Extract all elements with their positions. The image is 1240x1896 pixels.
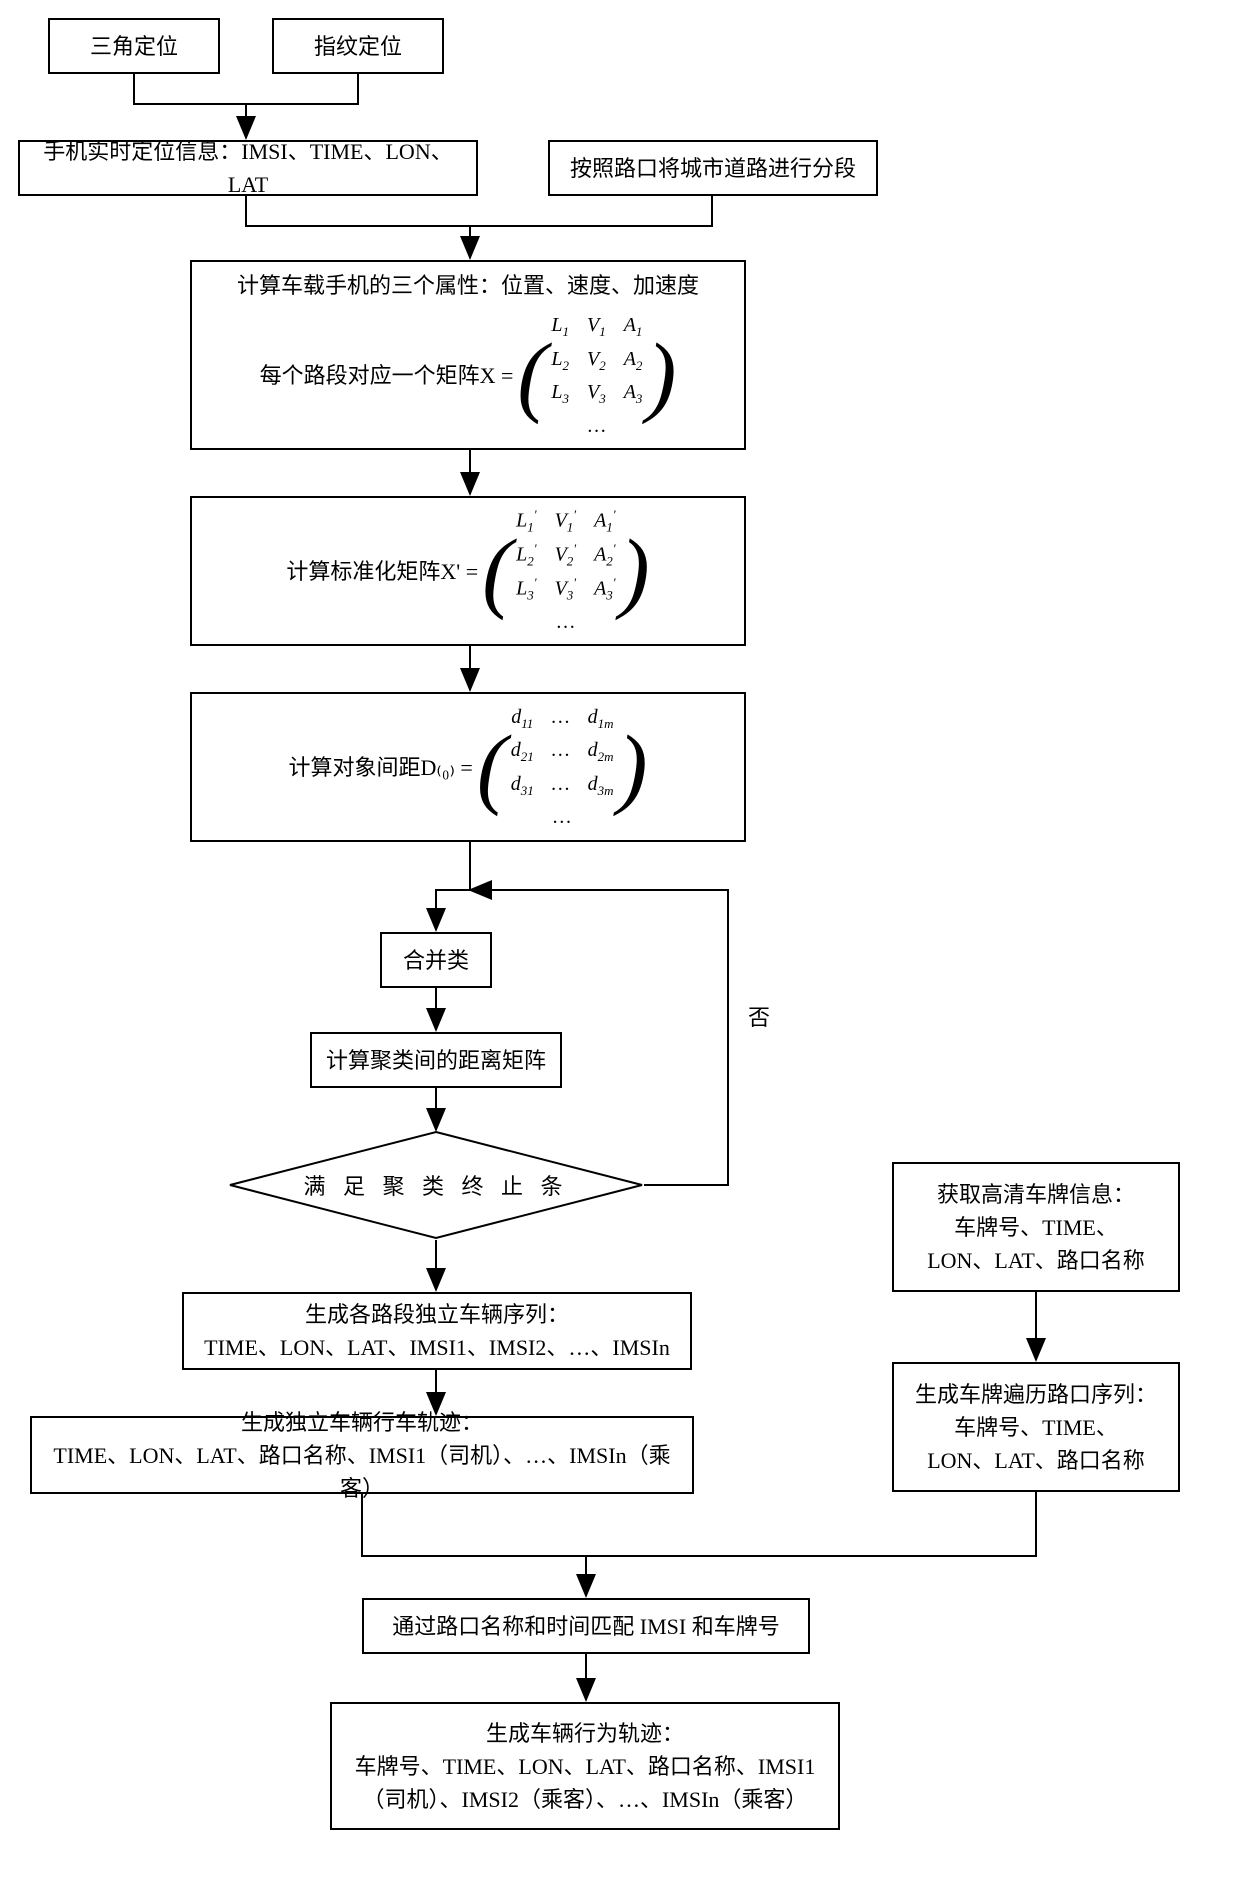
matrix-grid: d11…d1m d21…d2m d31…d3m … bbox=[511, 702, 614, 833]
node-label: 手机实时定位信息：IMSI、TIME、LON、LAT bbox=[30, 135, 466, 201]
node-plate-sequence: 生成车牌遍历路口序列： 车牌号、TIME、 LON、LAT、路口名称 bbox=[892, 1362, 1180, 1492]
node-phone-info: 手机实时定位信息：IMSI、TIME、LON、LAT bbox=[18, 140, 478, 196]
node-label: 合并类 bbox=[403, 944, 469, 977]
matrix-label: 每个路段对应一个矩阵X = bbox=[260, 359, 514, 392]
matrix-label: 计算对象间距D₍₀₎ = bbox=[289, 751, 473, 784]
node-distance-matrix: 计算对象间距D₍₀₎ = ( d11…d1m d21…d2m d31…d3m …… bbox=[190, 692, 746, 842]
node-label: 生成各路段独立车辆序列： TIME、LON、LAT、IMSI1、IMSI2、…、… bbox=[204, 1298, 670, 1364]
node-termination-decision: 满 足 聚 类 终 止 条 bbox=[228, 1130, 644, 1240]
node-label: 指纹定位 bbox=[314, 30, 402, 63]
edge-label-no: 否 bbox=[748, 1000, 770, 1032]
node-final-trajectory: 生成车辆行为轨迹： 车牌号、TIME、LON、LAT、路口名称、IMSI1 （司… bbox=[330, 1702, 840, 1830]
node-vehicle-trajectory: 生成独立车辆行车轨迹： TIME、LON、LAT、路口名称、IMSI1（司机）、… bbox=[30, 1416, 694, 1494]
node-merge-clusters: 合并类 bbox=[380, 932, 492, 988]
node-label: 通过路口名称和时间匹配 IMSI 和车牌号 bbox=[392, 1610, 779, 1643]
node-label: 满 足 聚 类 终 止 条 bbox=[303, 1169, 568, 1201]
node-match-imsi-plate: 通过路口名称和时间匹配 IMSI 和车牌号 bbox=[362, 1598, 810, 1654]
node-plate-info: 获取高清车牌信息： 车牌号、TIME、 LON、LAT、路口名称 bbox=[892, 1162, 1180, 1292]
matrix-grid: L1'V1'A1' L2'V2'A2' L3'V3'A3' … bbox=[516, 505, 615, 637]
node-fingerprint: 指纹定位 bbox=[272, 18, 444, 74]
node-compute-attrs: 计算车载手机的三个属性：位置、速度、加速度 每个路段对应一个矩阵X = ( L1… bbox=[190, 260, 746, 450]
node-label: 计算聚类间的距离矩阵 bbox=[326, 1044, 546, 1077]
node-normalize-matrix: 计算标准化矩阵X' = ( L1'V1'A1' L2'V2'A2' L3'V3'… bbox=[190, 496, 746, 646]
node-label: 三角定位 bbox=[90, 30, 178, 63]
node-label: 生成独立车辆行车轨迹： TIME、LON、LAT、路口名称、IMSI1（司机）、… bbox=[42, 1406, 682, 1505]
node-label: 计算车载手机的三个属性：位置、速度、加速度 bbox=[237, 269, 699, 302]
node-label: 生成车辆行为轨迹： 车牌号、TIME、LON、LAT、路口名称、IMSI1 （司… bbox=[355, 1717, 816, 1816]
node-label: 生成车牌遍历路口序列： 车牌号、TIME、 LON、LAT、路口名称 bbox=[915, 1378, 1157, 1477]
node-triangulation: 三角定位 bbox=[48, 18, 220, 74]
matrix-grid: L1V1A1 L2V2A2 L3V3A3 … bbox=[551, 310, 642, 441]
node-label: 获取高清车牌信息： 车牌号、TIME、 LON、LAT、路口名称 bbox=[927, 1178, 1145, 1277]
node-vehicle-sequence: 生成各路段独立车辆序列： TIME、LON、LAT、IMSI1、IMSI2、…、… bbox=[182, 1292, 692, 1370]
node-road-segment: 按照路口将城市道路进行分段 bbox=[548, 140, 878, 196]
matrix-label: 计算标准化矩阵X' = bbox=[286, 555, 478, 588]
node-cluster-distance: 计算聚类间的距离矩阵 bbox=[310, 1032, 562, 1088]
node-label: 按照路口将城市道路进行分段 bbox=[570, 152, 856, 185]
